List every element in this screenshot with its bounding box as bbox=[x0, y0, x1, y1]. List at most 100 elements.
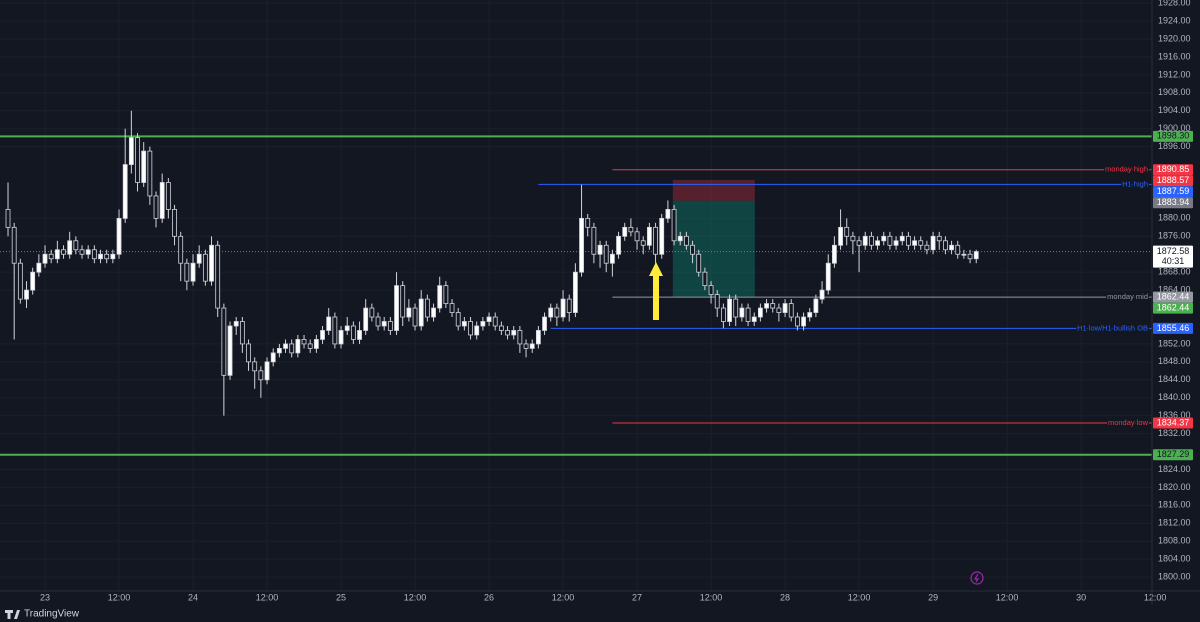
candle-body bbox=[437, 285, 443, 309]
y-tick-label: 1800.00 bbox=[1158, 571, 1191, 581]
candle-body bbox=[640, 240, 646, 246]
candle-body bbox=[159, 182, 165, 219]
candle-body bbox=[202, 253, 208, 282]
candle-body bbox=[227, 325, 233, 376]
candle-body bbox=[554, 307, 560, 318]
candle-body bbox=[906, 235, 911, 246]
candle-body bbox=[30, 271, 36, 291]
price-tag bbox=[1153, 186, 1193, 198]
price-tag bbox=[1153, 197, 1193, 209]
candle-body bbox=[862, 235, 868, 246]
candle-body bbox=[924, 244, 930, 251]
candle-body bbox=[406, 307, 412, 318]
candle-body bbox=[215, 244, 221, 309]
candle-body bbox=[338, 330, 344, 345]
candle-body bbox=[276, 348, 282, 354]
candle-body bbox=[634, 231, 640, 242]
candle-body bbox=[54, 249, 60, 260]
level-name: monday mid bbox=[1107, 292, 1148, 301]
candle-body bbox=[258, 370, 264, 381]
countdown-label: 40:31 bbox=[1162, 256, 1185, 266]
candle-body bbox=[172, 209, 177, 237]
candle-body bbox=[147, 150, 153, 197]
candle-body bbox=[696, 253, 702, 273]
candle-body bbox=[486, 316, 492, 322]
candle-body bbox=[770, 303, 776, 309]
candle-body bbox=[36, 262, 42, 273]
candle-body bbox=[819, 289, 825, 300]
y-tick-label: 1904.00 bbox=[1158, 105, 1191, 115]
y-tick-label: 1824.00 bbox=[1158, 464, 1191, 474]
price-tag-label: 1827.29 bbox=[1157, 449, 1190, 459]
price-tag bbox=[1153, 417, 1193, 429]
candle-body bbox=[239, 321, 245, 345]
candle-body bbox=[332, 316, 338, 345]
candle-body bbox=[5, 209, 11, 228]
y-tick-label: 1876.00 bbox=[1158, 231, 1191, 241]
candle-body bbox=[350, 325, 356, 340]
candle-body bbox=[788, 303, 794, 318]
candle-body bbox=[480, 321, 486, 327]
candle-body bbox=[122, 164, 128, 219]
candle-body bbox=[572, 271, 578, 313]
candle-body bbox=[542, 316, 547, 331]
y-tick-label: 1844.00 bbox=[1158, 374, 1191, 384]
candle-body bbox=[869, 235, 874, 246]
candle-body bbox=[91, 249, 97, 260]
price-tag-label: 1898.30 bbox=[1157, 131, 1190, 141]
candle-body bbox=[184, 262, 190, 282]
candle-body bbox=[616, 235, 621, 255]
candle-body bbox=[745, 307, 751, 322]
arrow-annotation bbox=[649, 262, 663, 320]
candle-body bbox=[720, 307, 726, 322]
candle-body bbox=[461, 321, 467, 327]
candle-body bbox=[449, 303, 455, 313]
y-tick-label: 1852.00 bbox=[1158, 338, 1191, 348]
candle-body bbox=[702, 271, 708, 287]
x-tick-label: 29 bbox=[928, 592, 938, 602]
candle-body bbox=[973, 251, 979, 260]
price-tag-label: 1834.37 bbox=[1157, 417, 1190, 427]
candle-body bbox=[424, 298, 430, 318]
y-tick-label: 1916.00 bbox=[1158, 51, 1191, 61]
grid bbox=[0, 0, 1155, 591]
candle-body bbox=[628, 226, 634, 233]
candle-body bbox=[893, 240, 899, 246]
price-tag-label: 1862.44 bbox=[1157, 291, 1190, 301]
candle-body bbox=[949, 244, 954, 251]
x-tick-label: 27 bbox=[632, 592, 642, 602]
candle-body bbox=[418, 298, 424, 327]
x-tick-label: 12:00 bbox=[996, 592, 1019, 602]
alert-circle bbox=[970, 571, 984, 585]
candle-body bbox=[313, 339, 319, 349]
candle-body bbox=[11, 226, 17, 264]
candle-body bbox=[597, 244, 603, 255]
candle-body bbox=[757, 307, 763, 318]
price-tag-label: 1883.94 bbox=[1157, 197, 1190, 207]
y-tick-label: 1848.00 bbox=[1158, 356, 1191, 366]
candle-body bbox=[523, 343, 529, 349]
y-tick-label: 1928.00 bbox=[1158, 0, 1191, 8]
price-tag bbox=[1153, 322, 1193, 334]
candle-body bbox=[850, 235, 856, 242]
candle-body bbox=[24, 289, 29, 300]
candle-body bbox=[165, 182, 171, 210]
candle-body bbox=[344, 325, 350, 331]
x-tick-label: 28 bbox=[780, 592, 790, 602]
candle-body bbox=[369, 307, 375, 318]
candle-body bbox=[671, 209, 677, 242]
candle-body bbox=[807, 312, 813, 318]
y-tick-label: 1880.00 bbox=[1158, 213, 1191, 223]
candle-body bbox=[875, 240, 880, 246]
candle-body bbox=[48, 253, 54, 260]
candle-body bbox=[264, 361, 270, 381]
candle-body bbox=[505, 330, 510, 336]
y-tick-label: 1868.00 bbox=[1158, 267, 1191, 277]
candle-body bbox=[591, 226, 597, 255]
candle-body bbox=[535, 330, 541, 345]
price-tag bbox=[1153, 164, 1193, 176]
x-tick-label: 12:00 bbox=[108, 592, 131, 602]
candle-body bbox=[443, 285, 449, 304]
